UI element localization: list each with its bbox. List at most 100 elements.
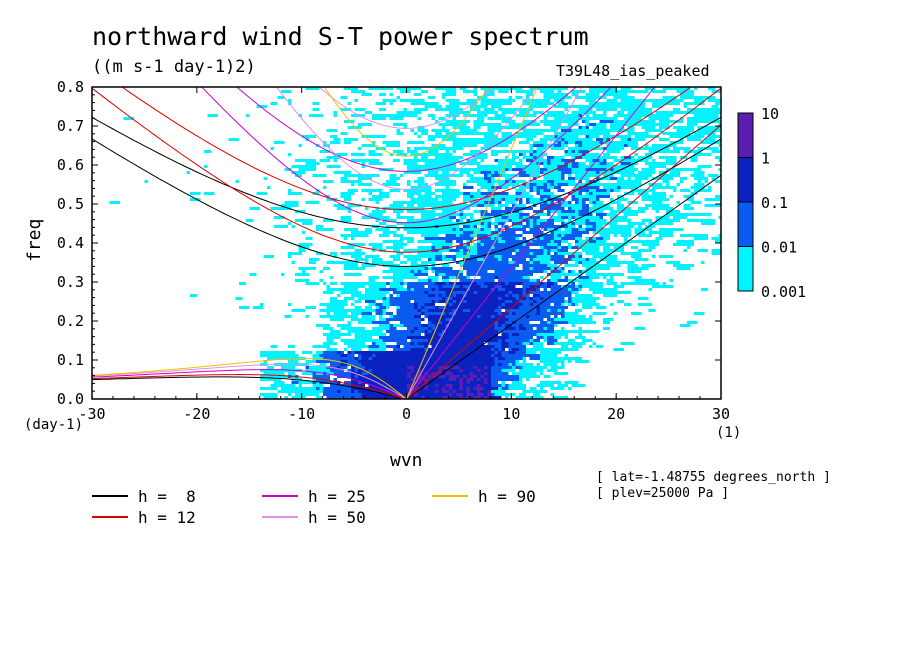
heat-cell (508, 213, 519, 216)
heat-cell (519, 312, 530, 315)
heat-cell (302, 210, 306, 213)
heat-cell (592, 237, 596, 240)
heat-cell (575, 264, 579, 267)
heat-cell (270, 345, 278, 348)
heat-cell (484, 222, 488, 225)
heat-cell (340, 288, 344, 291)
heat-cell (620, 234, 631, 237)
heat-cell (473, 114, 488, 117)
heat-cell (571, 303, 575, 306)
heat-cell (585, 120, 589, 123)
heat-cell (589, 315, 593, 318)
heat-cell (613, 168, 624, 171)
heat-cell (519, 210, 523, 213)
heat-cell (428, 150, 439, 153)
heat-cell (487, 219, 491, 222)
heat-cell (536, 222, 540, 225)
heat-cell (295, 174, 302, 177)
heat-cell (473, 162, 481, 165)
heat-cell (683, 105, 687, 108)
heat-cell (305, 165, 316, 168)
heat-cell (494, 276, 498, 279)
heat-cell (393, 369, 397, 372)
heat-cell (634, 138, 638, 141)
heat-cell (498, 168, 505, 171)
heat-cell (288, 372, 295, 375)
heat-cell (407, 159, 414, 162)
heat-cell (386, 363, 390, 366)
heat-cell (557, 309, 561, 312)
heat-cell (564, 321, 568, 324)
heat-cell (638, 297, 649, 300)
heat-cell (662, 177, 673, 180)
heat-cell (400, 339, 407, 342)
heat-cell (417, 270, 421, 273)
heat-cell (396, 87, 411, 90)
heat-cell (603, 327, 610, 330)
heat-cell (592, 216, 596, 219)
heat-cell (494, 321, 498, 324)
heat-cell (459, 303, 467, 306)
heat-cell (452, 282, 456, 285)
heat-cell (557, 99, 565, 102)
heat-cell (477, 393, 481, 396)
heat-cell (540, 309, 544, 312)
heat-cell (648, 288, 652, 291)
heat-cell (424, 186, 428, 189)
heat-cell (351, 369, 355, 372)
heat-cell (669, 99, 684, 102)
heat-cell (417, 321, 421, 324)
heat-cell (466, 300, 470, 303)
heat-cell (379, 222, 383, 225)
heat-cell (449, 276, 456, 279)
heat-cell (540, 150, 544, 153)
heat-cell (358, 306, 362, 309)
heat-cell (690, 90, 694, 93)
heat-cell (246, 219, 253, 222)
heat-cell (718, 99, 721, 102)
heat-cell (589, 297, 600, 300)
heat-cell (715, 99, 719, 102)
heat-cell (529, 282, 533, 285)
heat-cell (599, 267, 610, 270)
heat-cell (508, 183, 512, 186)
heat-cell (578, 183, 589, 186)
heat-cell (554, 354, 558, 357)
heat-cell (543, 195, 554, 198)
heat-cell (571, 258, 575, 261)
heat-cell (522, 363, 526, 366)
heat-cell (407, 240, 414, 243)
heat-cell (459, 339, 463, 342)
heat-cell (421, 279, 432, 282)
heat-cell (354, 282, 365, 285)
heat-cell (368, 279, 376, 282)
heat-cell (554, 285, 558, 288)
heat-cell (715, 147, 719, 150)
heat-cell (564, 237, 575, 240)
heat-cell (347, 189, 358, 192)
heat-cell (470, 234, 474, 237)
heat-cell (284, 168, 292, 171)
heat-cell (550, 393, 554, 396)
heat-cell (400, 342, 407, 345)
heat-cell (365, 333, 372, 336)
heat-cell (417, 354, 421, 357)
heat-cell (414, 159, 425, 162)
heat-cell (393, 345, 397, 348)
heat-cell (445, 132, 460, 135)
heat-cell (274, 141, 285, 144)
heat-cell (533, 294, 544, 297)
heat-cell (564, 153, 575, 156)
heat-cell (543, 384, 547, 387)
heat-cell (536, 279, 540, 282)
heat-cell (575, 318, 589, 321)
heat-cell (536, 192, 540, 195)
heat-cell (547, 225, 561, 228)
heat-cell (582, 270, 596, 273)
heat-cell (403, 312, 407, 315)
heat-cell (333, 378, 337, 381)
heat-cell (435, 390, 439, 393)
heat-cell (263, 255, 274, 258)
heat-cell (701, 288, 708, 291)
heat-cell (445, 165, 456, 168)
